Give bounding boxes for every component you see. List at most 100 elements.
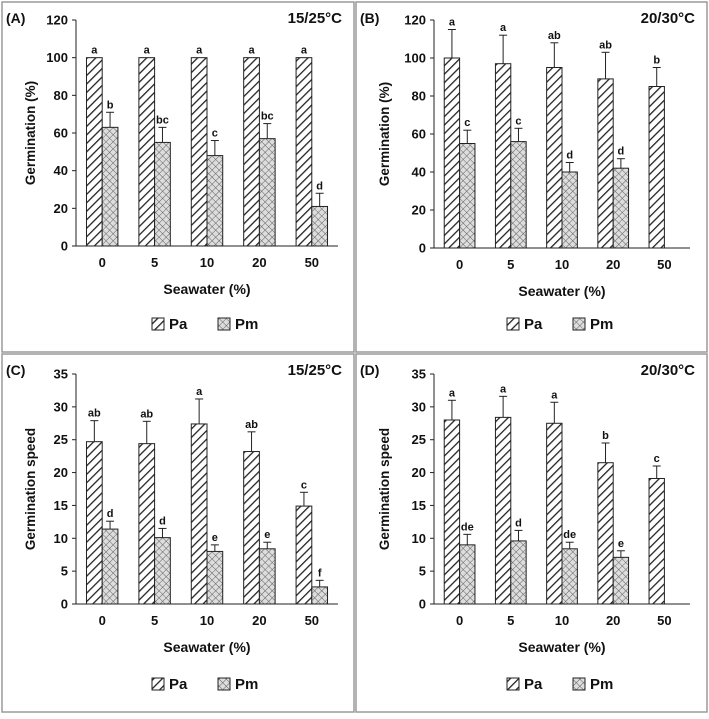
bar-pm bbox=[101, 528, 119, 605]
bar-pa bbox=[138, 443, 156, 605]
y-axis-title: Germination (%) bbox=[23, 81, 38, 185]
bar-pa bbox=[648, 86, 665, 249]
legend-label-pa: Pa bbox=[169, 316, 188, 333]
bar-pm bbox=[154, 537, 171, 605]
bar-pm bbox=[459, 544, 476, 605]
y-tick-label: 25 bbox=[54, 432, 68, 447]
y-tick-label: 25 bbox=[412, 432, 426, 447]
significance-letter: c bbox=[212, 128, 218, 140]
bar-pa bbox=[443, 57, 461, 249]
bar-pm bbox=[258, 138, 276, 247]
legend-swatch-pm bbox=[572, 677, 586, 691]
bar-pa bbox=[295, 505, 313, 605]
y-tick-label: 20 bbox=[412, 203, 426, 218]
panel-border bbox=[355, 1, 708, 353]
bar-pm bbox=[510, 141, 527, 249]
bar-pm bbox=[561, 548, 578, 605]
y-tick-label: 100 bbox=[404, 51, 426, 66]
chart-panel-3: (D) 20/30°C 0 5 10 15 20 25 30 35 Germination spee… bbox=[355, 353, 708, 713]
bar-pm bbox=[154, 141, 171, 247]
legend-label-pm: Pm bbox=[590, 676, 613, 693]
x-tick-label: 10 bbox=[555, 613, 569, 628]
significance-letter: b bbox=[653, 55, 660, 67]
significance-letter: a bbox=[449, 17, 456, 29]
bar-pa bbox=[138, 57, 156, 247]
panel-temperature: 20/30°C bbox=[641, 10, 696, 27]
legend-swatch-pa bbox=[506, 677, 520, 691]
y-tick-label: 60 bbox=[54, 126, 68, 141]
y-tick-label: 35 bbox=[54, 367, 68, 382]
bar-pa bbox=[648, 477, 665, 605]
significance-letter: b bbox=[602, 430, 609, 442]
significance-letter: d bbox=[316, 180, 323, 192]
y-tick-label: 10 bbox=[54, 531, 68, 546]
bar-pa bbox=[546, 67, 563, 249]
y-tick-label: 15 bbox=[54, 498, 68, 513]
x-tick-label: 50 bbox=[305, 255, 319, 270]
x-tick-label: 50 bbox=[657, 613, 671, 628]
legend-swatch-pm bbox=[217, 317, 231, 331]
bar-pm bbox=[612, 556, 630, 605]
panel-label: (C) bbox=[6, 362, 25, 378]
y-axis-title: Germination speed bbox=[23, 428, 38, 550]
x-tick-label: 20 bbox=[252, 613, 266, 628]
bar-pa bbox=[494, 416, 512, 605]
significance-letter: f bbox=[318, 567, 322, 579]
significance-letter: de bbox=[563, 529, 576, 541]
significance-letter: d bbox=[159, 515, 166, 527]
legend-label-pm: Pm bbox=[235, 316, 258, 333]
bar-pa bbox=[190, 57, 208, 247]
bar-pm bbox=[311, 205, 329, 247]
significance-letter: d bbox=[107, 508, 114, 520]
significance-letter: e bbox=[618, 538, 624, 550]
legend-swatch-pm bbox=[572, 317, 586, 331]
panel-label: (B) bbox=[360, 10, 379, 26]
legend-swatch-pa bbox=[151, 677, 165, 691]
x-tick-label: 20 bbox=[252, 255, 266, 270]
significance-letter: de bbox=[461, 521, 474, 533]
panel-border bbox=[1, 353, 355, 713]
bar-pa bbox=[546, 422, 563, 605]
significance-letter: ab bbox=[88, 408, 101, 420]
significance-letter: c bbox=[654, 453, 660, 465]
x-axis-title: Seawater (%) bbox=[163, 639, 250, 655]
x-tick-label: 20 bbox=[606, 613, 620, 628]
significance-letter: e bbox=[264, 529, 270, 541]
significance-letter: c bbox=[464, 117, 470, 129]
bar-pa bbox=[443, 419, 461, 605]
chart-panel-2: (C) 15/25°C 0 5 10 15 20 25 30 35 Germination spee… bbox=[1, 353, 355, 713]
y-tick-label: 20 bbox=[54, 465, 68, 480]
significance-letter: a bbox=[248, 45, 255, 57]
legend-label-pm: Pm bbox=[590, 316, 613, 333]
significance-letter: e bbox=[212, 532, 218, 544]
y-tick-label: 120 bbox=[404, 13, 426, 28]
panel-temperature: 20/30°C bbox=[641, 362, 696, 379]
x-axis-title: Seawater (%) bbox=[163, 281, 250, 297]
panel-label: (D) bbox=[360, 362, 379, 378]
x-tick-label: 0 bbox=[99, 613, 106, 628]
y-axis-title: Germination speed bbox=[377, 428, 392, 550]
panel-border bbox=[355, 353, 708, 713]
x-tick-label: 5 bbox=[151, 255, 158, 270]
x-tick-label: 10 bbox=[555, 257, 569, 272]
y-tick-label: 80 bbox=[54, 88, 68, 103]
x-tick-label: 5 bbox=[507, 613, 514, 628]
significance-letter: d bbox=[566, 150, 573, 162]
significance-letter: c bbox=[301, 479, 307, 491]
y-tick-label: 40 bbox=[54, 163, 68, 178]
bar-pa bbox=[190, 423, 208, 605]
bar-pm bbox=[510, 540, 527, 605]
significance-letter: c bbox=[515, 115, 521, 127]
significance-letter: d bbox=[618, 146, 625, 158]
legend-swatch-pa bbox=[506, 317, 520, 331]
significance-letter: d bbox=[515, 517, 522, 529]
panel-border bbox=[1, 1, 355, 353]
y-tick-label: 5 bbox=[419, 564, 426, 579]
y-tick-label: 10 bbox=[412, 531, 426, 546]
bar-pm bbox=[311, 586, 329, 605]
significance-letter: a bbox=[500, 22, 507, 34]
panel-label: (A) bbox=[6, 10, 25, 26]
x-tick-label: 5 bbox=[507, 257, 514, 272]
